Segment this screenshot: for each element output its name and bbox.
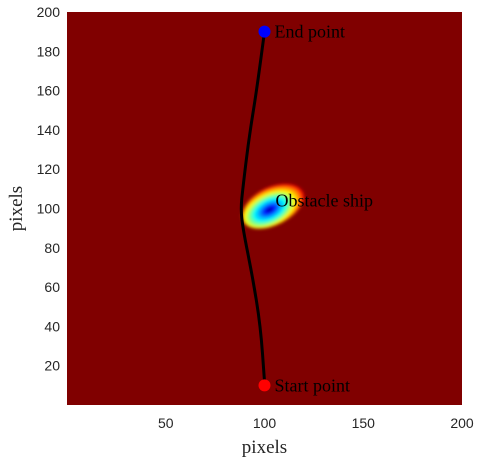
y-tick-label: 200: [37, 4, 61, 20]
y-tick-label: 80: [44, 240, 60, 256]
obstacle-heat-blob: [242, 182, 305, 229]
end-point-marker: [258, 25, 271, 38]
y-tick-label: 40: [44, 318, 60, 334]
y-tick-label: 20: [44, 358, 60, 374]
y-tick-label: 120: [37, 161, 61, 177]
y-tick-label: 160: [37, 83, 61, 99]
x-tick-label: 50: [158, 415, 174, 431]
obstacle-label: Obstacle ship: [276, 191, 373, 211]
path-line: [239, 30, 266, 383]
y-axis-label: pixels: [6, 186, 27, 231]
x-axis-ticks: 50 100 150 200: [158, 415, 474, 431]
y-axis-ticks: 20 40 60 80 100 120 140 160 180 200: [37, 4, 61, 374]
end-point-label: End point: [275, 22, 346, 42]
x-tick-label: 150: [352, 415, 376, 431]
start-point-label: Start point: [275, 375, 351, 395]
y-tick-label: 180: [37, 43, 61, 59]
y-tick-label: 100: [37, 201, 61, 217]
x-tick-label: 200: [450, 415, 474, 431]
y-tick-label: 60: [44, 279, 60, 295]
start-point-marker: [258, 379, 271, 392]
x-axis-label: pixels: [242, 437, 287, 458]
y-tick-label: 140: [37, 122, 61, 138]
x-tick-label: 100: [253, 415, 277, 431]
obstacle-field: [242, 182, 305, 229]
